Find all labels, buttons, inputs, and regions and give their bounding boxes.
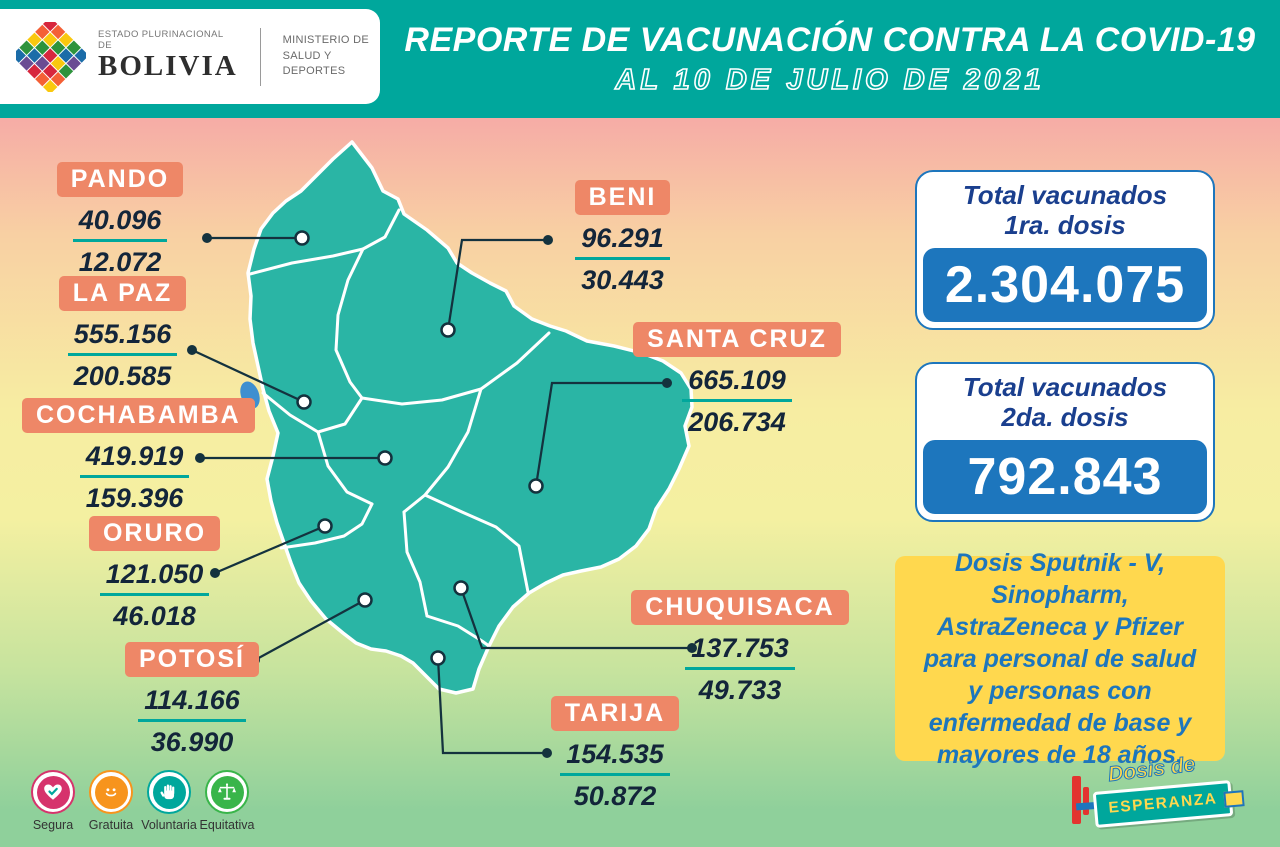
logo-divider bbox=[259, 27, 261, 86]
dose1-count: 665.109 bbox=[682, 359, 792, 402]
value-label: Segura bbox=[32, 818, 74, 832]
title-block: REPORTE DE VACUNACIÓN CONTRA LA COVID-19… bbox=[380, 0, 1280, 118]
value-voluntaria: Voluntaria bbox=[140, 770, 198, 832]
syringe-plunger-icon bbox=[1072, 776, 1081, 824]
dose1-count: 137.753 bbox=[685, 627, 795, 670]
department-name-badge: PANDO bbox=[56, 162, 184, 197]
vaccine-values-row: Segura Gratuita bbox=[24, 770, 256, 832]
department-name-badge: TARIJA bbox=[550, 696, 680, 731]
department-name-badge: COCHABAMBA bbox=[22, 398, 255, 433]
value-equitativa: Equitativa bbox=[198, 770, 256, 832]
value-label: Equitativa bbox=[199, 818, 255, 832]
department-beni: BENI 96.291 30.443 bbox=[555, 180, 690, 296]
report-subtitle: AL 10 DE JULIO DE 2021 bbox=[615, 63, 1045, 97]
department-pando: PANDO 40.096 12.072 bbox=[30, 162, 210, 278]
total-dose1-label-line1: Total vacunados bbox=[962, 180, 1168, 211]
dose2-count: 206.734 bbox=[688, 407, 786, 437]
department-potosi: POTOSÍ 114.166 36.990 bbox=[112, 642, 272, 758]
content-area: PANDO 40.096 12.072 LA PAZ 555.156 200.5… bbox=[0, 118, 1280, 847]
value-label: Voluntaria bbox=[141, 818, 197, 832]
department-cochabamba: COCHABAMBA 419.919 159.396 bbox=[22, 398, 255, 514]
heart-check-icon bbox=[44, 784, 62, 800]
ministry-label: MINISTERIO DE SALUD Y DEPORTES bbox=[282, 33, 370, 78]
department-tarija: TARIJA 154.535 50.872 bbox=[540, 696, 690, 812]
dose1-count: 114.166 bbox=[138, 679, 246, 722]
total-dose2-label-line1: Total vacunados bbox=[962, 372, 1168, 403]
smiley-icon bbox=[105, 788, 117, 797]
department-santa-cruz: SANTA CRUZ 665.109 206.734 bbox=[622, 322, 852, 438]
map-marker-dots bbox=[294, 230, 544, 666]
voluntaria-circle bbox=[147, 770, 191, 814]
dose1-count: 555.156 bbox=[67, 313, 178, 356]
bolivia-emblem-icon bbox=[16, 21, 86, 92]
dose2-count: 46.018 bbox=[113, 601, 196, 631]
hand-icon bbox=[160, 784, 175, 800]
total-dose1-value: 2.304.075 bbox=[923, 248, 1207, 322]
total-dose1-label: Total vacunados 1ra. dosis bbox=[917, 172, 1213, 244]
header: ESTADO PLURINACIONAL DE BOLIVIA MINISTER… bbox=[0, 0, 1280, 118]
syringe-plunger-inner-icon bbox=[1083, 787, 1089, 815]
country-name: BOLIVIA bbox=[98, 49, 238, 82]
total-dose2-box: Total vacunados 2da. dosis 792.843 bbox=[915, 362, 1215, 522]
value-segura: Segura bbox=[24, 770, 82, 832]
department-name-badge: LA PAZ bbox=[58, 276, 187, 311]
department-name-badge: SANTA CRUZ bbox=[633, 322, 841, 357]
campaign-logo-bar: ESPERANZA bbox=[1092, 780, 1234, 828]
callout-tarija bbox=[436, 657, 547, 755]
total-dose2-value: 792.843 bbox=[923, 440, 1207, 514]
dose1-count: 419.919 bbox=[79, 435, 190, 478]
dose1-count: 96.291 bbox=[575, 217, 670, 260]
dose1-count: 154.535 bbox=[560, 733, 670, 776]
department-name-badge: CHUQUISACA bbox=[631, 590, 849, 625]
department-chuquisaca: CHUQUISACA 137.753 49.733 bbox=[626, 590, 854, 706]
vaccine-info-box: Dosis Sputnik - V, Sinopharm, AstraZenec… bbox=[895, 549, 1225, 769]
department-name-badge: BENI bbox=[574, 180, 671, 215]
dose1-count: 40.096 bbox=[72, 199, 168, 242]
campaign-logo-line2: ESPERANZA bbox=[1107, 790, 1219, 817]
department-border-lines bbox=[248, 208, 551, 648]
dose1-count: 121.050 bbox=[99, 553, 210, 596]
vaccine-info-text: Dosis Sputnik - V, Sinopharm, AstraZenec… bbox=[923, 548, 1197, 769]
dose2-count: 12.072 bbox=[78, 247, 162, 277]
total-dose1-label-line2: 1ra. dosis bbox=[1004, 210, 1126, 240]
state-label: ESTADO PLURINACIONAL DE bbox=[98, 29, 224, 51]
scales-icon bbox=[217, 783, 237, 800]
dose2-count: 50.872 bbox=[573, 781, 657, 811]
dose2-count: 159.396 bbox=[85, 483, 184, 513]
total-dose2-label: Total vacunados 2da. dosis bbox=[917, 364, 1213, 436]
dose2-count: 49.733 bbox=[698, 675, 782, 705]
department-name-badge: POTOSÍ bbox=[124, 642, 259, 677]
callout-la-paz bbox=[191, 348, 305, 404]
segura-circle bbox=[31, 770, 75, 814]
callout-beni bbox=[446, 238, 548, 331]
department-la-paz: LA PAZ 555.156 200.585 bbox=[40, 276, 205, 392]
value-gratuita: Gratuita bbox=[82, 770, 140, 832]
government-name: ESTADO PLURINACIONAL DE BOLIVIA bbox=[98, 29, 238, 83]
syringe-needle-icon bbox=[1223, 790, 1245, 808]
dose2-count: 200.585 bbox=[73, 361, 172, 391]
total-dose1-box: Total vacunados 1ra. dosis 2.304.075 bbox=[915, 170, 1215, 330]
dose2-count: 30.443 bbox=[581, 265, 664, 295]
equitativa-circle bbox=[205, 770, 249, 814]
report-title: REPORTE DE VACUNACIÓN CONTRA LA COVID-19 bbox=[404, 21, 1256, 59]
campaign-logo: ESPERANZA Dosis de bbox=[1072, 752, 1245, 840]
government-logo-panel: ESTADO PLURINACIONAL DE BOLIVIA MINISTER… bbox=[0, 9, 380, 104]
gratuita-circle bbox=[89, 770, 133, 814]
dose2-count: 36.990 bbox=[150, 727, 234, 757]
total-dose2-label-line2: 2da. dosis bbox=[1001, 402, 1129, 432]
department-oruro: ORURO 121.050 46.018 bbox=[72, 516, 237, 632]
value-label: Gratuita bbox=[88, 818, 134, 832]
department-name-badge: ORURO bbox=[88, 516, 221, 551]
